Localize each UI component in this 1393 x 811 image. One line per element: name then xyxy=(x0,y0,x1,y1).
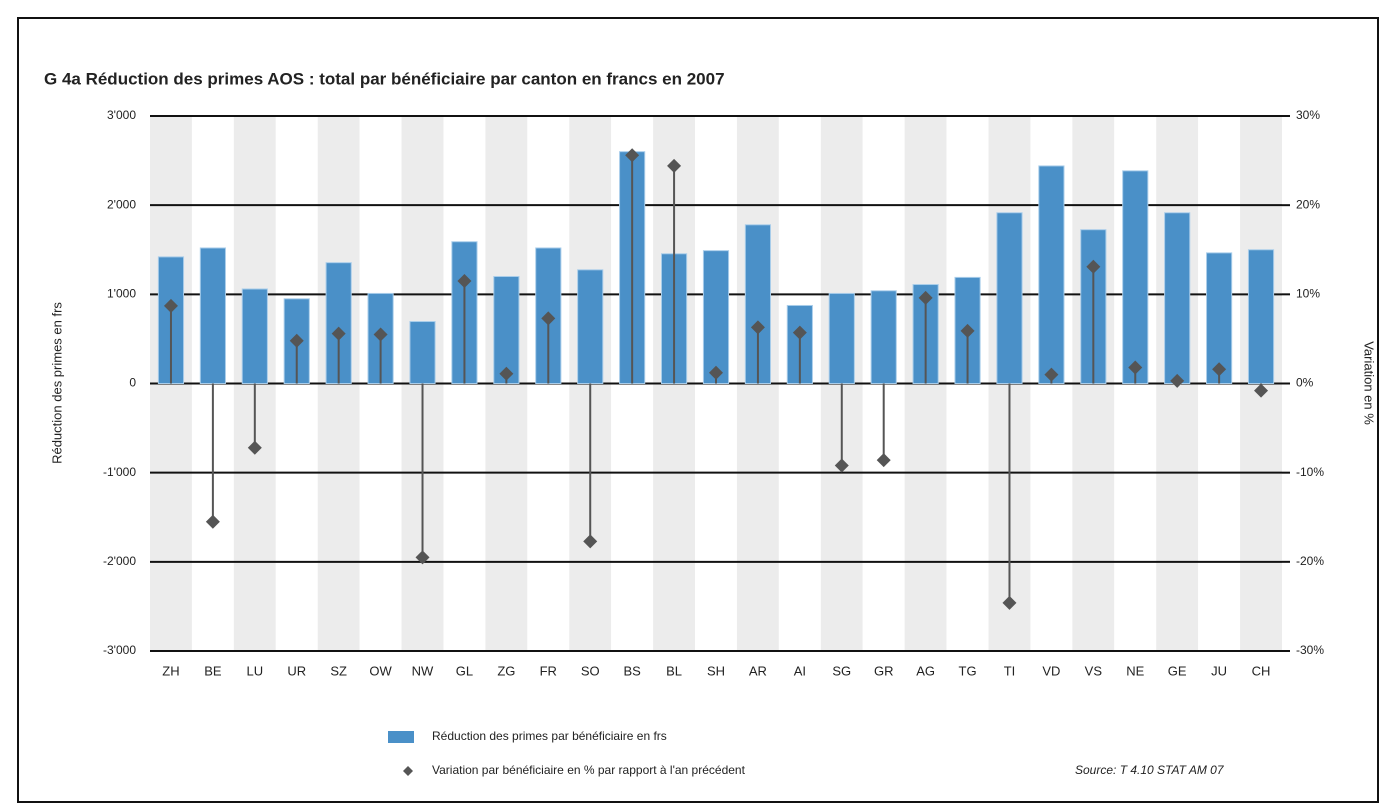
bar xyxy=(409,321,436,385)
x-tick-label: AR xyxy=(749,663,767,678)
lollipop-marker xyxy=(750,320,765,335)
y-tick-label: 0 xyxy=(129,376,136,390)
lollipop-marker xyxy=(709,365,723,380)
x-tick-label: LU xyxy=(247,663,264,678)
x-tick-label: FR xyxy=(540,663,557,678)
lollipop-marker xyxy=(205,514,220,529)
bar xyxy=(1038,165,1065,384)
lollipop-marker xyxy=(792,325,807,340)
lollipop-marker xyxy=(163,298,178,313)
bar xyxy=(577,269,604,384)
lollipop-marker xyxy=(667,158,682,173)
x-tick-label: AG xyxy=(916,663,935,678)
legend-swatch xyxy=(403,766,413,776)
y2-axis-title: Variation en % xyxy=(1362,341,1377,425)
x-tick-label: VD xyxy=(1042,663,1060,678)
lollipop-marker xyxy=(247,440,262,455)
bar xyxy=(199,247,226,384)
y-tick-label: -2'000 xyxy=(103,554,136,568)
bar xyxy=(1206,252,1233,384)
lollipop-marker xyxy=(415,550,430,565)
lollipop-marker xyxy=(1086,259,1101,274)
x-tick-label: ZH xyxy=(162,663,179,678)
bar xyxy=(996,212,1023,384)
lollipop-marker xyxy=(834,458,849,473)
lollipop-marker xyxy=(1002,595,1017,610)
x-tick-label: GL xyxy=(456,663,473,678)
y2-tick-label: -10% xyxy=(1296,465,1324,479)
lollipop-marker xyxy=(1254,383,1269,398)
lollipop-marker xyxy=(1170,373,1185,388)
bar xyxy=(1164,212,1191,384)
y-tick-label: 2'000 xyxy=(107,197,136,211)
bar xyxy=(1122,170,1149,384)
lollipop-marker xyxy=(499,366,514,381)
y-axis-title: Réduction des primes en frs xyxy=(49,302,64,464)
bar xyxy=(870,290,897,384)
lollipop-marker xyxy=(918,290,933,305)
lollipop-marker xyxy=(876,453,891,468)
lollipop-marker xyxy=(457,273,472,288)
lollipop-marker xyxy=(331,326,346,341)
y-tick-label: -3'000 xyxy=(103,643,136,657)
bar xyxy=(325,262,352,384)
y2-tick-label: 10% xyxy=(1296,287,1320,301)
lollipop-marker xyxy=(1128,360,1143,375)
lollipop-marker xyxy=(1044,367,1059,382)
y2-tick-label: -20% xyxy=(1296,554,1324,568)
x-tick-label: SZ xyxy=(330,663,347,678)
x-tick-label: AI xyxy=(794,663,806,678)
bar xyxy=(493,276,520,384)
x-tick-label: OW xyxy=(369,663,392,678)
lollipop-marker xyxy=(625,148,640,163)
y-tick-label: 3'000 xyxy=(107,108,136,122)
bar xyxy=(241,288,268,385)
y2-tick-label: 30% xyxy=(1296,108,1320,122)
x-tick-label: BS xyxy=(623,663,641,678)
lollipop-marker xyxy=(583,534,598,549)
legend-label: Variation par bénéficiaire en % par rapp… xyxy=(432,763,746,777)
legend-swatch xyxy=(388,731,414,743)
x-tick-label: TG xyxy=(959,663,977,678)
lollipop-marker xyxy=(373,327,388,342)
bar xyxy=(1247,249,1275,384)
x-tick-label: BL xyxy=(666,663,682,678)
source: Source: T 4.10 STAT AM 07 xyxy=(1075,763,1225,777)
y2-tick-label: -30% xyxy=(1296,643,1324,657)
lollipop-marker xyxy=(960,323,975,338)
x-tick-label: GE xyxy=(1168,663,1187,678)
y2-tick-label: 20% xyxy=(1296,197,1320,211)
bar xyxy=(828,292,855,385)
bar xyxy=(702,250,730,384)
chart-title: G 4a Réduction des primes AOS : total pa… xyxy=(44,69,725,88)
y2-tick-label: 0% xyxy=(1296,376,1314,390)
x-tick-label: SO xyxy=(581,663,600,678)
x-tick-label: ZG xyxy=(497,663,515,678)
x-tick-label: SH xyxy=(707,663,725,678)
x-tick-label: UR xyxy=(287,663,306,678)
x-tick-label: VS xyxy=(1085,663,1103,678)
x-tick-label: CH xyxy=(1252,663,1271,678)
x-tick-label: TI xyxy=(1004,663,1016,678)
lollipop-marker xyxy=(1212,362,1227,377)
x-tick-label: JU xyxy=(1211,663,1227,678)
x-tick-label: GR xyxy=(874,663,894,678)
x-tick-label: SG xyxy=(832,663,851,678)
y-tick-label: -1'000 xyxy=(103,465,136,479)
x-tick-label: NE xyxy=(1126,663,1144,678)
x-tick-label: BE xyxy=(204,663,222,678)
lollipop-marker xyxy=(541,311,556,326)
x-tick-label: NW xyxy=(412,663,434,678)
y-tick-label: 1'000 xyxy=(107,287,136,301)
lollipop-marker xyxy=(289,333,304,348)
legend-label: Réduction des primes par bénéficiaire en… xyxy=(432,729,667,743)
